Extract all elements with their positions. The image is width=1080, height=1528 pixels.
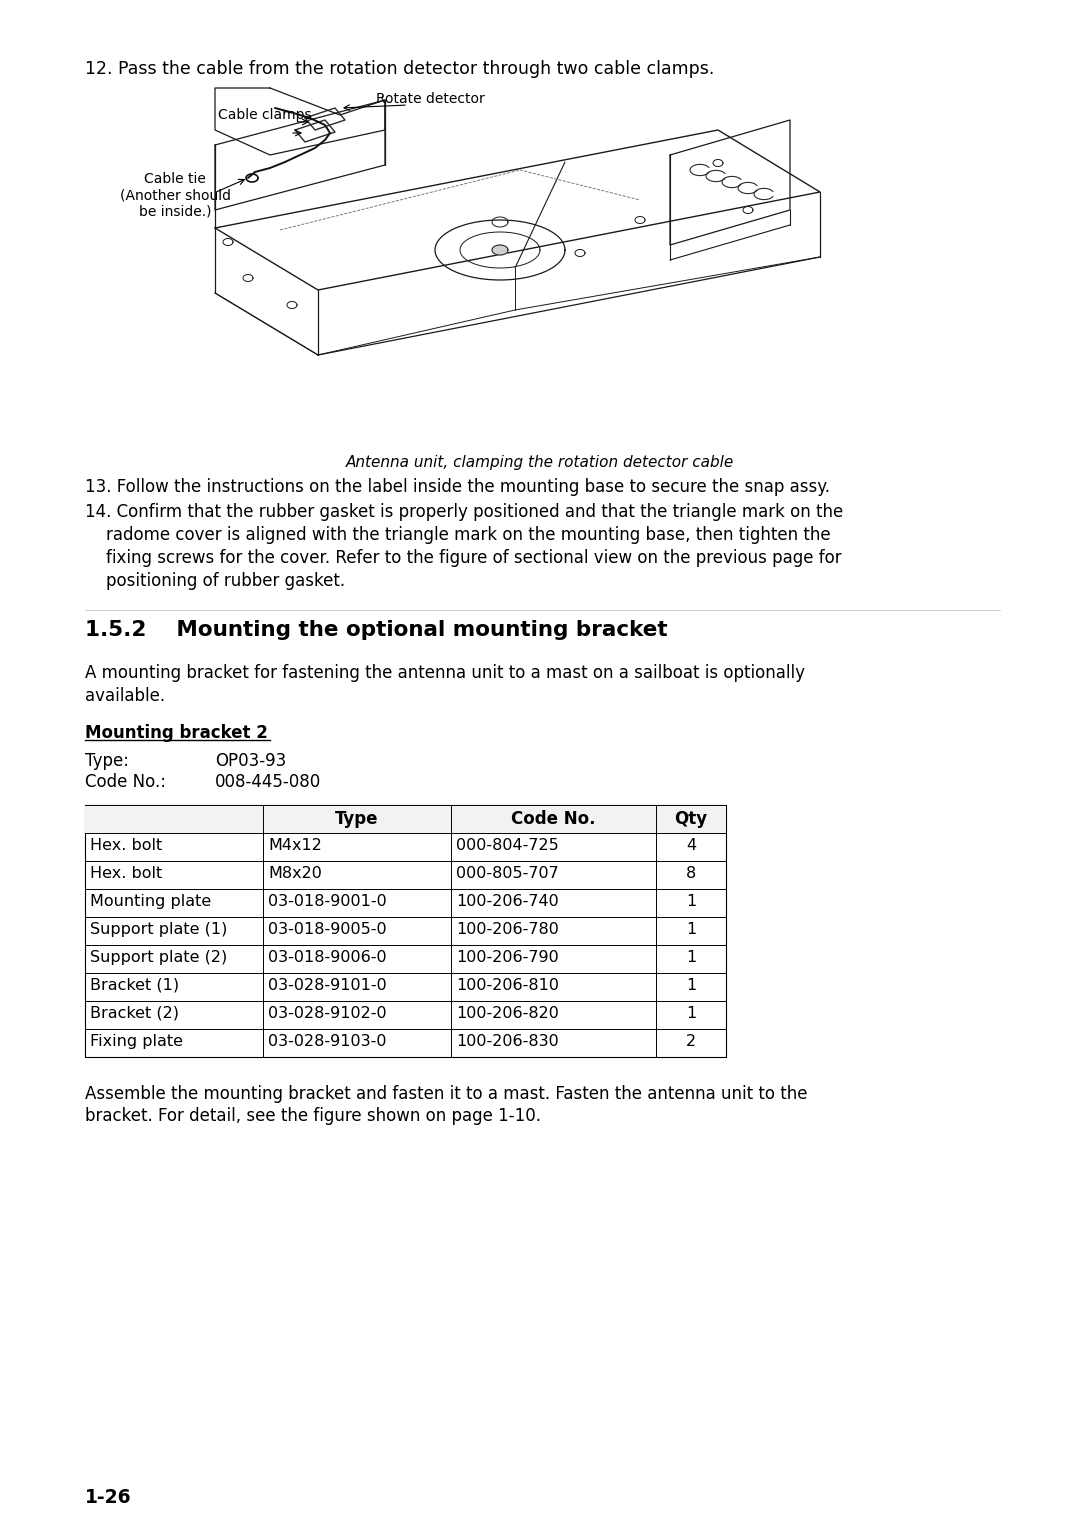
Text: 100-206-780: 100-206-780 bbox=[456, 921, 558, 937]
Text: 100-206-810: 100-206-810 bbox=[456, 978, 559, 993]
Text: 000-805-707: 000-805-707 bbox=[456, 866, 558, 882]
Text: radome cover is aligned with the triangle mark on the mounting base, then tighte: radome cover is aligned with the triangl… bbox=[85, 526, 831, 544]
Text: Qty: Qty bbox=[674, 810, 707, 828]
Text: positioning of rubber gasket.: positioning of rubber gasket. bbox=[85, 571, 346, 590]
Bar bbox=[85, 805, 726, 833]
Text: 4: 4 bbox=[686, 837, 697, 853]
Text: Mounting bracket 2: Mounting bracket 2 bbox=[85, 724, 268, 743]
Text: 1: 1 bbox=[686, 1005, 697, 1021]
Text: bracket. For detail, see the figure shown on page 1-10.: bracket. For detail, see the figure show… bbox=[85, 1106, 541, 1125]
Text: Mounting plate: Mounting plate bbox=[90, 894, 212, 909]
Text: 12. Pass the cable from the rotation detector through two cable clamps.: 12. Pass the cable from the rotation det… bbox=[85, 60, 714, 78]
Text: 1: 1 bbox=[686, 950, 697, 966]
Text: Cable tie
(Another should
be inside.): Cable tie (Another should be inside.) bbox=[120, 173, 230, 219]
Text: Assemble the mounting bracket and fasten it to a mast. Fasten the antenna unit t: Assemble the mounting bracket and fasten… bbox=[85, 1085, 808, 1103]
Text: Type: Type bbox=[335, 810, 379, 828]
Text: Support plate (1): Support plate (1) bbox=[90, 921, 228, 937]
Text: fixing screws for the cover. Refer to the figure of sectional view on the previo: fixing screws for the cover. Refer to th… bbox=[85, 549, 841, 567]
Text: Bracket (1): Bracket (1) bbox=[90, 978, 179, 993]
Text: 100-206-820: 100-206-820 bbox=[456, 1005, 558, 1021]
Text: 1.5.2    Mounting the optional mounting bracket: 1.5.2 Mounting the optional mounting bra… bbox=[85, 620, 667, 640]
Text: 100-206-790: 100-206-790 bbox=[456, 950, 558, 966]
Text: OP03-93: OP03-93 bbox=[215, 752, 286, 770]
Text: Hex. bolt: Hex. bolt bbox=[90, 866, 162, 882]
Text: 1: 1 bbox=[686, 894, 697, 909]
Text: 8: 8 bbox=[686, 866, 697, 882]
Text: M8x20: M8x20 bbox=[268, 866, 322, 882]
Text: 1: 1 bbox=[686, 978, 697, 993]
Text: 1: 1 bbox=[686, 921, 697, 937]
Text: M4x12: M4x12 bbox=[268, 837, 322, 853]
Text: Bracket (2): Bracket (2) bbox=[90, 1005, 179, 1021]
Text: 03-018-9005-0: 03-018-9005-0 bbox=[268, 921, 387, 937]
Polygon shape bbox=[492, 244, 508, 255]
Text: Rotate detector: Rotate detector bbox=[376, 92, 484, 105]
Text: 03-028-9101-0: 03-028-9101-0 bbox=[268, 978, 387, 993]
Text: Cable clamps: Cable clamps bbox=[218, 108, 312, 122]
Text: Hex. bolt: Hex. bolt bbox=[90, 837, 162, 853]
Text: Antenna unit, clamping the rotation detector cable: Antenna unit, clamping the rotation dete… bbox=[346, 455, 734, 471]
Text: 03-018-9001-0: 03-018-9001-0 bbox=[268, 894, 387, 909]
Text: 03-018-9006-0: 03-018-9006-0 bbox=[268, 950, 387, 966]
Text: 000-804-725: 000-804-725 bbox=[456, 837, 558, 853]
Text: 008-445-080: 008-445-080 bbox=[215, 773, 321, 792]
Text: Code No.:: Code No.: bbox=[85, 773, 166, 792]
Text: 2: 2 bbox=[686, 1034, 697, 1050]
Bar bbox=[85, 805, 726, 1057]
Text: 100-206-740: 100-206-740 bbox=[456, 894, 558, 909]
Text: 03-028-9103-0: 03-028-9103-0 bbox=[268, 1034, 387, 1050]
Text: 14. Confirm that the rubber gasket is properly positioned and that the triangle : 14. Confirm that the rubber gasket is pr… bbox=[85, 503, 843, 521]
Text: 1-26: 1-26 bbox=[85, 1488, 132, 1507]
Text: 03-028-9102-0: 03-028-9102-0 bbox=[268, 1005, 387, 1021]
Text: 13. Follow the instructions on the label inside the mounting base to secure the : 13. Follow the instructions on the label… bbox=[85, 478, 831, 497]
Text: Fixing plate: Fixing plate bbox=[90, 1034, 183, 1050]
Text: 100-206-830: 100-206-830 bbox=[456, 1034, 558, 1050]
Text: Support plate (2): Support plate (2) bbox=[90, 950, 227, 966]
Text: Code No.: Code No. bbox=[511, 810, 596, 828]
Text: A mounting bracket for fastening the antenna unit to a mast on a sailboat is opt: A mounting bracket for fastening the ant… bbox=[85, 665, 805, 681]
Text: Type:: Type: bbox=[85, 752, 129, 770]
Text: available.: available. bbox=[85, 688, 165, 704]
